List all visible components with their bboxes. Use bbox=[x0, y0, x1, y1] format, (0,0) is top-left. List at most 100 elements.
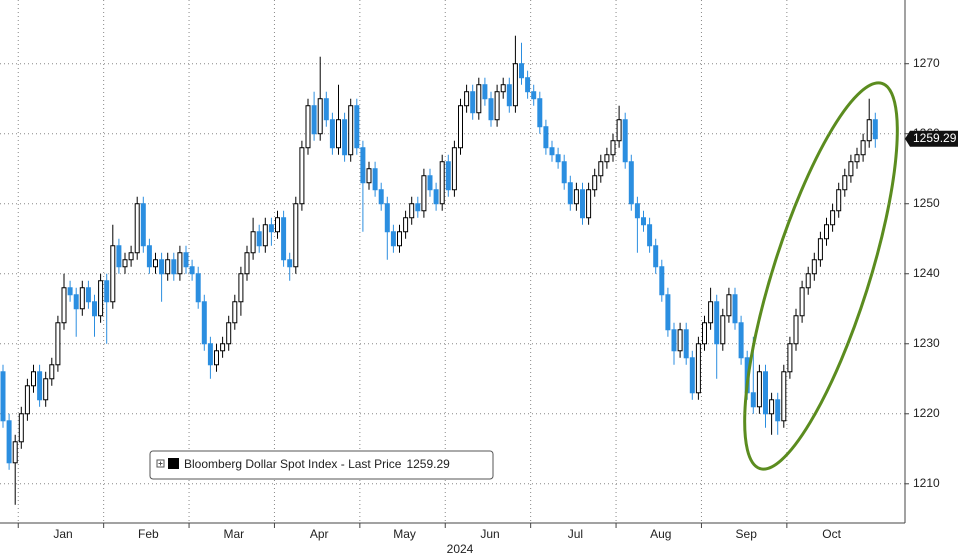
candle-body bbox=[677, 329, 683, 352]
legend-text: Bloomberg Dollar Spot Index - Last Price… bbox=[184, 457, 450, 471]
candle-body bbox=[549, 147, 555, 156]
candle-body bbox=[354, 105, 360, 149]
candle-body bbox=[817, 238, 823, 261]
candle-body bbox=[464, 91, 470, 107]
candle-body bbox=[134, 203, 140, 254]
candle-body bbox=[43, 378, 49, 401]
legend-box bbox=[149, 450, 494, 480]
candle-body bbox=[311, 105, 317, 135]
candle-body bbox=[848, 161, 854, 177]
candle-body bbox=[714, 301, 720, 345]
candle-body bbox=[592, 175, 598, 191]
candle-body bbox=[775, 399, 781, 422]
candle-body bbox=[793, 315, 799, 345]
candle-body bbox=[372, 168, 378, 191]
candle-body bbox=[195, 273, 201, 303]
candle-body bbox=[555, 154, 561, 163]
candle-body bbox=[836, 189, 842, 212]
legend-label: Bloomberg Dollar Spot Index - Last Price bbox=[184, 457, 402, 471]
candle-body bbox=[403, 217, 409, 233]
candle-body bbox=[756, 371, 762, 408]
candle-body bbox=[525, 77, 531, 93]
candle-body bbox=[79, 287, 85, 310]
candle-body bbox=[842, 175, 848, 191]
candle-body bbox=[390, 231, 396, 247]
x-tick-label: Jan bbox=[53, 527, 72, 541]
candle-body bbox=[384, 203, 390, 233]
candle-body bbox=[702, 322, 707, 345]
candle-body bbox=[140, 203, 146, 247]
candle-body bbox=[604, 154, 610, 163]
candle-body bbox=[409, 203, 415, 219]
candles bbox=[0, 35, 878, 505]
last-price-label: 1259.29 bbox=[913, 131, 957, 145]
candle-body bbox=[500, 84, 506, 93]
candle-body bbox=[244, 252, 250, 275]
candle-body bbox=[659, 266, 665, 296]
candle-body bbox=[378, 189, 384, 205]
y-tick-label: 1220 bbox=[913, 406, 940, 420]
candle-body bbox=[543, 126, 549, 149]
candle-body bbox=[769, 399, 775, 415]
x-tick-label: Aug bbox=[650, 527, 671, 541]
candle-body bbox=[12, 441, 18, 464]
candle-body bbox=[708, 301, 714, 324]
candle-body bbox=[55, 322, 61, 366]
candle-body bbox=[433, 189, 439, 205]
candle-body bbox=[610, 140, 616, 156]
candle-body bbox=[653, 245, 659, 268]
legend-last-price: 1259.29 bbox=[406, 457, 450, 471]
legend-swatch bbox=[168, 458, 179, 469]
candle-body bbox=[598, 161, 604, 177]
candle-body bbox=[49, 364, 55, 380]
candle-body bbox=[110, 245, 116, 303]
candle-body bbox=[512, 63, 518, 107]
candle-body bbox=[348, 105, 354, 156]
candle-body bbox=[220, 343, 226, 352]
candle-body bbox=[470, 91, 476, 114]
candle-body bbox=[98, 280, 104, 317]
candle-body bbox=[336, 119, 341, 149]
candle-body bbox=[250, 231, 256, 254]
candle-body bbox=[275, 217, 280, 233]
candle-body bbox=[634, 203, 640, 219]
candle-body bbox=[445, 161, 451, 191]
candle-body bbox=[451, 147, 457, 191]
candle-body bbox=[421, 175, 427, 212]
candle-body bbox=[293, 203, 299, 268]
candle-body bbox=[732, 294, 738, 324]
candle-body bbox=[488, 98, 494, 121]
candle-body bbox=[738, 322, 744, 359]
candle-body bbox=[165, 259, 171, 275]
candle-body bbox=[750, 392, 756, 408]
candle-body bbox=[506, 84, 512, 107]
candle-body bbox=[153, 259, 158, 268]
candle-body bbox=[31, 371, 36, 387]
candle-body bbox=[61, 287, 67, 324]
x-tick-label: Jun bbox=[480, 527, 499, 541]
x-tick-label: Jul bbox=[568, 527, 583, 541]
candle-body bbox=[641, 217, 646, 226]
candle-body bbox=[207, 343, 213, 366]
candle-body bbox=[671, 329, 677, 352]
candle-body bbox=[24, 385, 30, 415]
candle-body bbox=[317, 98, 323, 135]
candle-body bbox=[763, 371, 768, 415]
x-tick-label: Mar bbox=[223, 527, 244, 541]
candle-body bbox=[567, 182, 573, 205]
candle-body bbox=[720, 315, 726, 345]
candle-body bbox=[647, 224, 653, 247]
y-tick-label: 1270 bbox=[913, 56, 940, 70]
candle-body bbox=[458, 105, 463, 149]
candle-body bbox=[622, 119, 628, 163]
candle-body bbox=[787, 343, 793, 373]
candle-body bbox=[177, 252, 183, 275]
candle-body bbox=[238, 273, 244, 303]
candle-body bbox=[122, 259, 128, 268]
candle-body bbox=[689, 357, 695, 394]
candle-body bbox=[397, 231, 402, 247]
y-tick-label: 1240 bbox=[913, 266, 940, 280]
candle-body bbox=[665, 294, 671, 331]
candle-body bbox=[287, 259, 293, 268]
